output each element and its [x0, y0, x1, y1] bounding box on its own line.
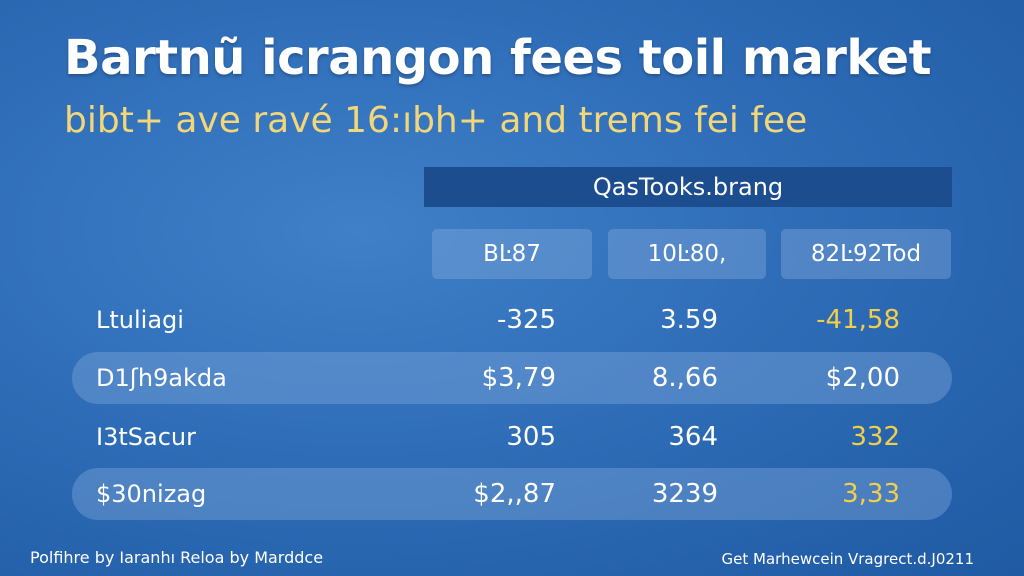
footer-source: Get Marhewcein Vragrect.d.J0211	[721, 550, 974, 568]
table-cell: 3239	[651, 479, 718, 509]
table-row: Ltuliagi -325 3.59 -41,58	[72, 294, 952, 346]
page-title: Bartnũ icrangon fees toil market	[64, 30, 932, 86]
table-cell: 364	[668, 422, 718, 452]
row-label: I3tSacur	[96, 423, 196, 451]
table-cell: $3,79	[481, 363, 556, 393]
table-row: I3tSacur 305 364 332	[72, 411, 952, 463]
table-cell: 305	[506, 422, 556, 452]
table-header-bar: QasTooks.brang	[424, 167, 952, 207]
table-cell-highlight: 332	[850, 422, 900, 452]
table-cell-highlight: -41,58	[816, 305, 900, 335]
table-cell: -325	[496, 305, 556, 335]
table-cell-highlight: 3,33	[842, 479, 900, 509]
table-row: $30nizag $2,,87 3239 3,33	[72, 468, 952, 520]
table-cell: $2,,87	[473, 479, 556, 509]
table-cell: 8.,66	[651, 363, 718, 393]
column-header-2: 10Ŀ80,	[608, 229, 766, 279]
table-row: D1ʃh9akda $3,79 8.,66 $2,00	[72, 352, 952, 404]
column-header-1: BĿ87	[432, 229, 592, 279]
footer-credit: Polfihre by Iaranhı Reloa by Marddce	[30, 548, 324, 567]
table-cell: 3.59	[660, 305, 718, 335]
page-subtitle: bibt+ ave ravé 16:ıbh+ and trems fei fee	[64, 100, 808, 141]
column-header-3: 82Ŀ92Tod	[781, 229, 951, 279]
row-label: Ltuliagi	[96, 306, 184, 334]
row-label: D1ʃh9akda	[96, 364, 227, 392]
row-label: $30nizag	[96, 480, 207, 508]
table-cell: $2,00	[825, 363, 900, 393]
